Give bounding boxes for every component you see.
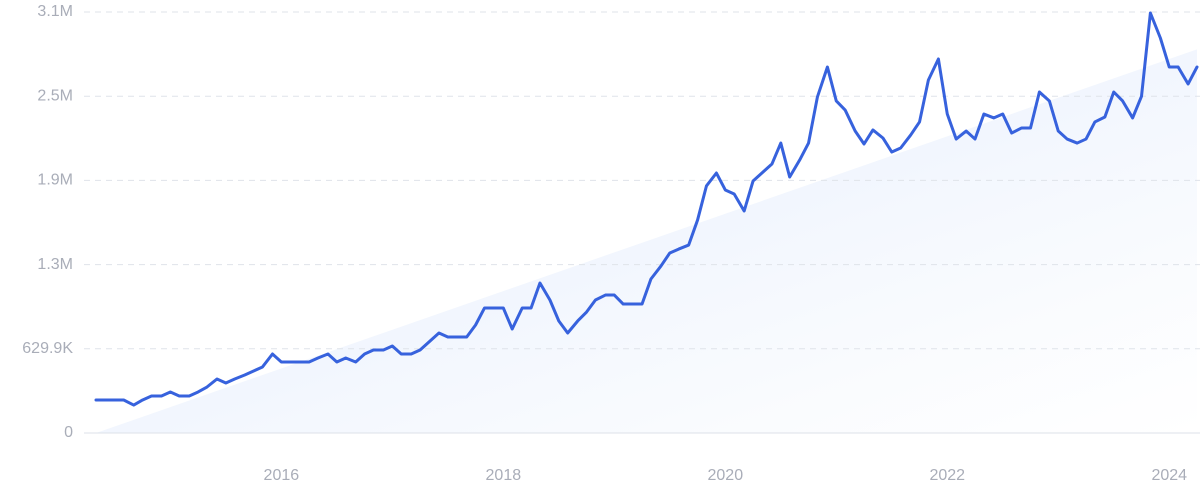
data-line [94,11,1199,407]
x-tick-label: 2016 [264,467,300,484]
trend-area [96,49,1197,433]
x-tick-label: 2018 [486,467,522,484]
x-tick-label: 2024 [1151,467,1187,484]
x-tick-label: 2020 [708,467,744,484]
y-tick-label: 1.9M [37,172,73,189]
y-tick-label: 3.1M [37,3,73,20]
y-tick-label: 2.5M [37,87,73,104]
y-tick-label: 0 [64,424,73,441]
y-tick-label: 1.3M [37,256,73,273]
y-tick-label: 629.9K [22,340,73,357]
x-tick-label: 2022 [929,467,965,484]
